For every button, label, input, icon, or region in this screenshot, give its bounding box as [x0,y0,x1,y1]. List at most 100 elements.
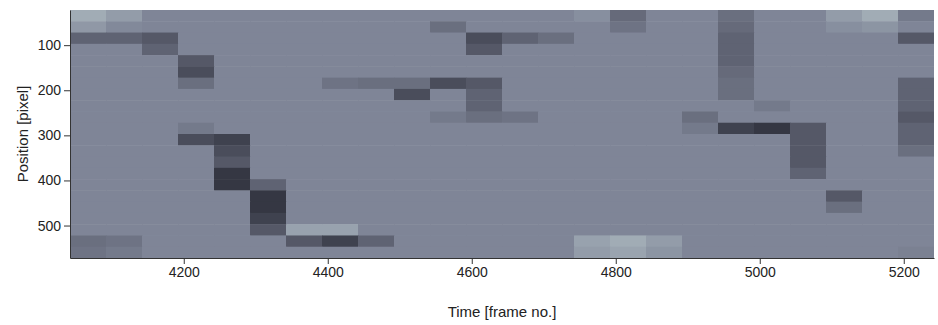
cell [178,157,215,169]
x-axis: 420044004600480050005200 [71,258,935,280]
cell [574,44,611,56]
cell [538,134,575,146]
cell [646,145,683,157]
cell [646,10,683,22]
cell [790,123,827,135]
cell [358,66,395,78]
cell [394,190,431,202]
cell [214,202,251,214]
y-tick: 100 [38,37,70,53]
cell [646,179,683,191]
cell [286,123,323,135]
cell [718,78,755,90]
cell [646,190,683,202]
cell [826,213,863,225]
cell [574,168,611,180]
cell [826,168,863,180]
cell [142,111,179,123]
cell [682,134,719,146]
cell [430,10,467,22]
cell [898,44,934,56]
cell [322,247,359,258]
x-tick-label: 5200 [889,264,920,280]
cell [502,44,539,56]
cell [574,21,611,33]
cell [682,224,719,236]
cell [718,213,755,225]
cell [790,134,827,146]
cell [646,134,683,146]
cell [286,21,323,33]
cell [574,247,611,258]
x-tick-label: 4800 [601,264,632,280]
cell [70,44,107,56]
cells [70,10,934,258]
cell [430,134,467,146]
cell [790,44,827,56]
cell [70,190,107,202]
cell [394,10,431,22]
cell [682,44,719,56]
cell [898,145,934,157]
cell [862,134,899,146]
cell [70,145,107,157]
cell [358,55,395,67]
cell [718,134,755,146]
cell [754,134,791,146]
cell [106,213,143,225]
cell [826,190,863,202]
y-tick-mark [64,135,70,136]
cell [538,224,575,236]
cell [358,190,395,202]
cell [790,10,827,22]
cell [250,10,287,22]
cell [70,89,107,101]
cell [538,213,575,225]
cell [754,145,791,157]
cell [682,123,719,135]
cell [826,44,863,56]
cell [178,123,215,135]
cell [142,224,179,236]
cell [538,168,575,180]
cell [178,66,215,78]
cell [214,78,251,90]
cell [538,44,575,56]
cell [106,224,143,236]
cell [754,89,791,101]
cell [646,44,683,56]
y-tick: 500 [38,218,70,234]
cell [142,89,179,101]
cell [574,202,611,214]
cell [898,100,934,112]
cell [466,157,503,169]
x-tick: 5200 [889,258,920,280]
cell [322,21,359,33]
cell [718,10,755,22]
cell [322,235,359,247]
cell [826,100,863,112]
cell [142,179,179,191]
cell [610,44,647,56]
cell [862,21,899,33]
cell [430,33,467,45]
cell [358,157,395,169]
cell [574,235,611,247]
cell [250,44,287,56]
cell [754,247,791,258]
cell [358,44,395,56]
cell [430,190,467,202]
cell [70,235,107,247]
cell [466,10,503,22]
cell [178,202,215,214]
cell [286,66,323,78]
cell [646,100,683,112]
cell [790,224,827,236]
cell [826,78,863,90]
cell [898,179,934,191]
cell [538,145,575,157]
cell [322,168,359,180]
cell [646,21,683,33]
cell [394,21,431,33]
cell [574,66,611,78]
